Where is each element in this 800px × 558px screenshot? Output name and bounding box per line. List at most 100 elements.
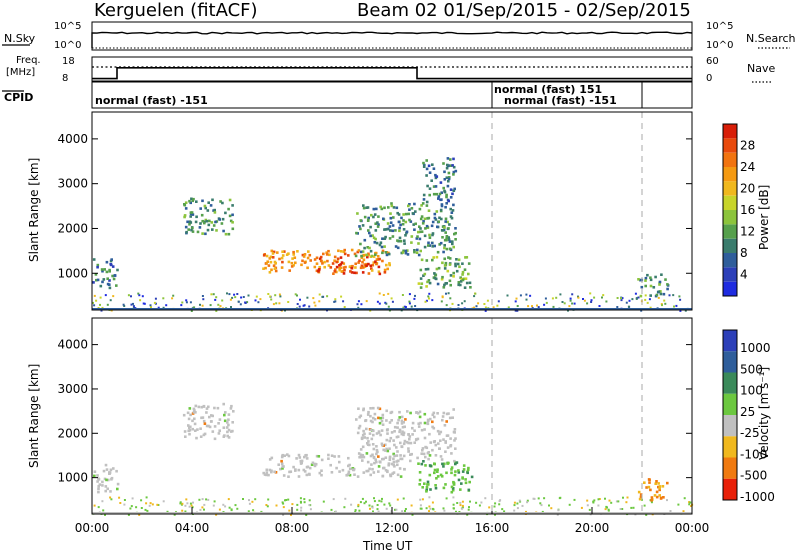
echo-cell xyxy=(649,284,653,288)
echo-cell xyxy=(417,462,420,465)
echo-cell xyxy=(344,265,347,269)
echo-cell xyxy=(439,473,443,477)
echo-cell xyxy=(443,244,446,247)
echo-cell xyxy=(639,278,642,282)
echo-cell xyxy=(631,298,634,301)
echo-cell xyxy=(688,501,691,504)
echo-cell xyxy=(427,419,430,423)
echo-cell xyxy=(208,415,211,419)
echo-cell xyxy=(592,500,595,503)
echo-cell xyxy=(294,261,297,265)
echo-cell xyxy=(318,257,322,261)
echo-cell xyxy=(430,241,434,245)
echo-cell xyxy=(218,508,221,511)
echo-cell xyxy=(663,299,666,302)
echo-cell xyxy=(396,463,399,467)
echo-cell xyxy=(370,269,374,272)
echo-cell xyxy=(441,229,444,232)
echo-cell xyxy=(381,251,384,255)
echo-cell xyxy=(392,216,395,219)
echo-cell xyxy=(368,504,371,507)
echo-cell xyxy=(354,254,358,258)
echo-cell xyxy=(419,498,422,501)
echo-cell xyxy=(379,416,382,420)
echo-cell xyxy=(465,256,469,259)
echo-cell xyxy=(428,297,430,300)
echo-cell xyxy=(388,225,392,228)
echo-cell xyxy=(443,238,447,242)
echo-cell xyxy=(191,230,195,233)
echo-cell xyxy=(361,250,365,253)
echo-cell xyxy=(153,301,156,304)
echo-cell xyxy=(251,500,254,503)
echo-cell xyxy=(420,215,424,218)
echo-cell xyxy=(370,254,374,258)
echo-cell xyxy=(454,231,457,235)
echo-cell xyxy=(195,200,198,203)
echo-cell xyxy=(484,306,487,309)
echo-cell xyxy=(529,294,532,297)
echo-cell xyxy=(97,487,100,491)
echo-cell xyxy=(376,221,379,224)
echo-cell xyxy=(109,468,113,472)
echo-cell xyxy=(435,477,438,480)
echo-cell xyxy=(343,506,346,509)
echo-cell xyxy=(439,455,443,458)
echo-cell xyxy=(278,257,281,261)
echo-cell xyxy=(423,163,426,167)
echo-cell xyxy=(107,478,110,482)
echo-cell xyxy=(204,232,207,236)
echo-cell xyxy=(101,484,104,487)
echo-cell xyxy=(448,240,452,243)
echo-cell xyxy=(533,497,536,500)
echo-cell xyxy=(377,430,381,433)
echo-cell xyxy=(516,309,519,312)
echo-cell xyxy=(454,238,457,241)
echo-cell xyxy=(662,496,665,499)
echo-cell xyxy=(378,243,382,247)
echo-cell xyxy=(445,166,449,170)
echo-cell xyxy=(318,471,322,475)
echo-cell xyxy=(189,215,192,218)
echo-cell xyxy=(436,225,439,229)
echo-cell xyxy=(409,220,413,223)
echo-cell xyxy=(220,222,224,225)
echo-cell xyxy=(443,424,447,427)
echo-cell xyxy=(448,176,451,179)
echo-cell xyxy=(597,498,600,501)
echo-cell xyxy=(198,226,202,229)
echo-cell xyxy=(675,304,678,307)
echo-cell xyxy=(427,457,430,461)
echo-cell xyxy=(465,281,469,285)
echo-cell xyxy=(380,207,384,211)
velocity-colorbar-bin xyxy=(723,351,737,373)
echo-cell xyxy=(300,506,303,509)
echo-cell xyxy=(298,456,302,459)
echo-cell xyxy=(518,499,521,502)
echo-cell xyxy=(394,229,397,232)
echo-cell xyxy=(306,296,309,299)
echo-cell xyxy=(408,293,411,296)
echo-cell xyxy=(459,488,462,491)
echo-cell xyxy=(209,420,213,423)
echo-cell xyxy=(445,282,448,285)
echo-cell xyxy=(403,425,406,429)
echo-cell xyxy=(205,411,208,414)
x-tick-label: 08:00 xyxy=(275,521,310,535)
echo-cell xyxy=(423,412,427,416)
echo-cell xyxy=(309,508,312,511)
echo-cell xyxy=(413,429,416,432)
echo-cell xyxy=(445,235,449,238)
echo-cell xyxy=(673,305,675,308)
echo-cell xyxy=(367,229,370,232)
echo-cell xyxy=(226,421,229,424)
echo-cell xyxy=(281,260,284,264)
echo-cell xyxy=(442,228,446,232)
echo-cell xyxy=(189,413,192,417)
echo-cell xyxy=(494,502,497,505)
echo-cell xyxy=(370,437,374,441)
echo-cell xyxy=(409,441,413,445)
echo-cell xyxy=(337,455,341,458)
echo-cell xyxy=(302,468,306,472)
echo-cell xyxy=(191,226,194,230)
